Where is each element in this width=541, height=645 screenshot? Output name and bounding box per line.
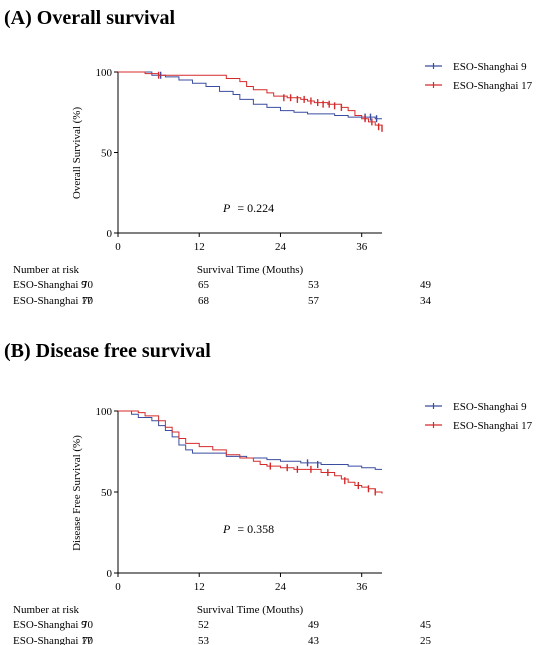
x-axis-label: Survival Time (Mouths) [197, 604, 304, 616]
y-tick-label: 0 [107, 228, 113, 240]
risk-row-name: ESO-Shanghai 17 [13, 295, 93, 307]
risk-cell: 70 [82, 619, 94, 631]
legend: ESO-Shanghai 9 ESO-Shanghai 17 [425, 401, 533, 432]
risk-row-name: ESO-Shanghai 17 [13, 635, 93, 645]
y-tick-label: 0 [107, 568, 113, 580]
legend-label: ESO-Shanghai 9 [453, 61, 527, 73]
p-value-text: = 0.224 [237, 201, 274, 215]
legend-label: ESO-Shanghai 17 [453, 420, 533, 432]
y-tick-label: 100 [96, 67, 113, 79]
panel-title: (A) Overall survival [4, 7, 176, 29]
p-value-text: = 0.358 [237, 522, 274, 536]
risk-cell: 70 [82, 279, 94, 291]
risk-cell: 68 [198, 295, 210, 307]
panel-a-chart: (A) Overall survival 0 50 100 0 12 24 36 Overa… [4, 7, 533, 307]
risk-cell: 57 [308, 295, 320, 307]
x-tick-label: 36 [356, 581, 368, 593]
x-tick-label: 12 [194, 241, 205, 253]
risk-row-name: ESO-Shanghai 9 [13, 279, 87, 291]
risk-cell: 70 [82, 295, 94, 307]
risk-cell: 65 [198, 279, 210, 291]
series-line [118, 71, 383, 129]
x-tick-label: 0 [115, 241, 121, 253]
p-symbol: P [222, 522, 231, 536]
x-tick-label: 24 [275, 581, 287, 593]
risk-cell: 53 [308, 279, 320, 291]
risk-cell: 49 [420, 279, 432, 291]
legend: ESO-Shanghai 9 ESO-Shanghai 17 [425, 61, 533, 92]
p-value: P = 0.224 [222, 201, 274, 215]
y-tick-label: 100 [96, 406, 113, 418]
series-line [118, 410, 382, 470]
risk-cell: 43 [308, 635, 320, 645]
series-line [118, 71, 382, 120]
risk-cell: 34 [420, 295, 432, 307]
risk-cell: 53 [198, 635, 210, 645]
y-tick-label: 50 [101, 148, 113, 160]
risk-cell: 45 [420, 619, 432, 631]
risk-cell: 25 [420, 635, 432, 645]
risk-table-header: Number at risk [13, 264, 79, 276]
x-tick-label: 12 [194, 581, 205, 593]
x-axis-label: Survival Time (Mouths) [197, 264, 304, 276]
y-tick-label: 50 [101, 487, 113, 499]
plot-area: 0 50 100 0 12 24 36 [96, 67, 383, 253]
panel-title: (B) Disease free survival [4, 340, 211, 362]
series-line [118, 410, 383, 494]
risk-row-name: ESO-Shanghai 9 [13, 619, 87, 631]
risk-cell: 49 [308, 619, 320, 631]
plot-area: 0 50 100 0 12 24 36 [96, 406, 383, 593]
risk-table-header: Number at risk [13, 604, 79, 616]
risk-cell: 52 [198, 619, 209, 631]
x-tick-label: 36 [356, 241, 368, 253]
x-tick-label: 0 [115, 581, 121, 593]
x-tick-label: 24 [275, 241, 287, 253]
y-axis-label: Overall Survival (%) [71, 107, 83, 200]
risk-cell: 70 [82, 635, 94, 645]
y-axis-label: Disease Free Survival (%) [71, 435, 83, 551]
p-symbol: P [222, 201, 231, 215]
p-value: P = 0.358 [222, 522, 274, 536]
legend-label: ESO-Shanghai 9 [453, 401, 527, 413]
legend-label: ESO-Shanghai 17 [453, 80, 533, 92]
